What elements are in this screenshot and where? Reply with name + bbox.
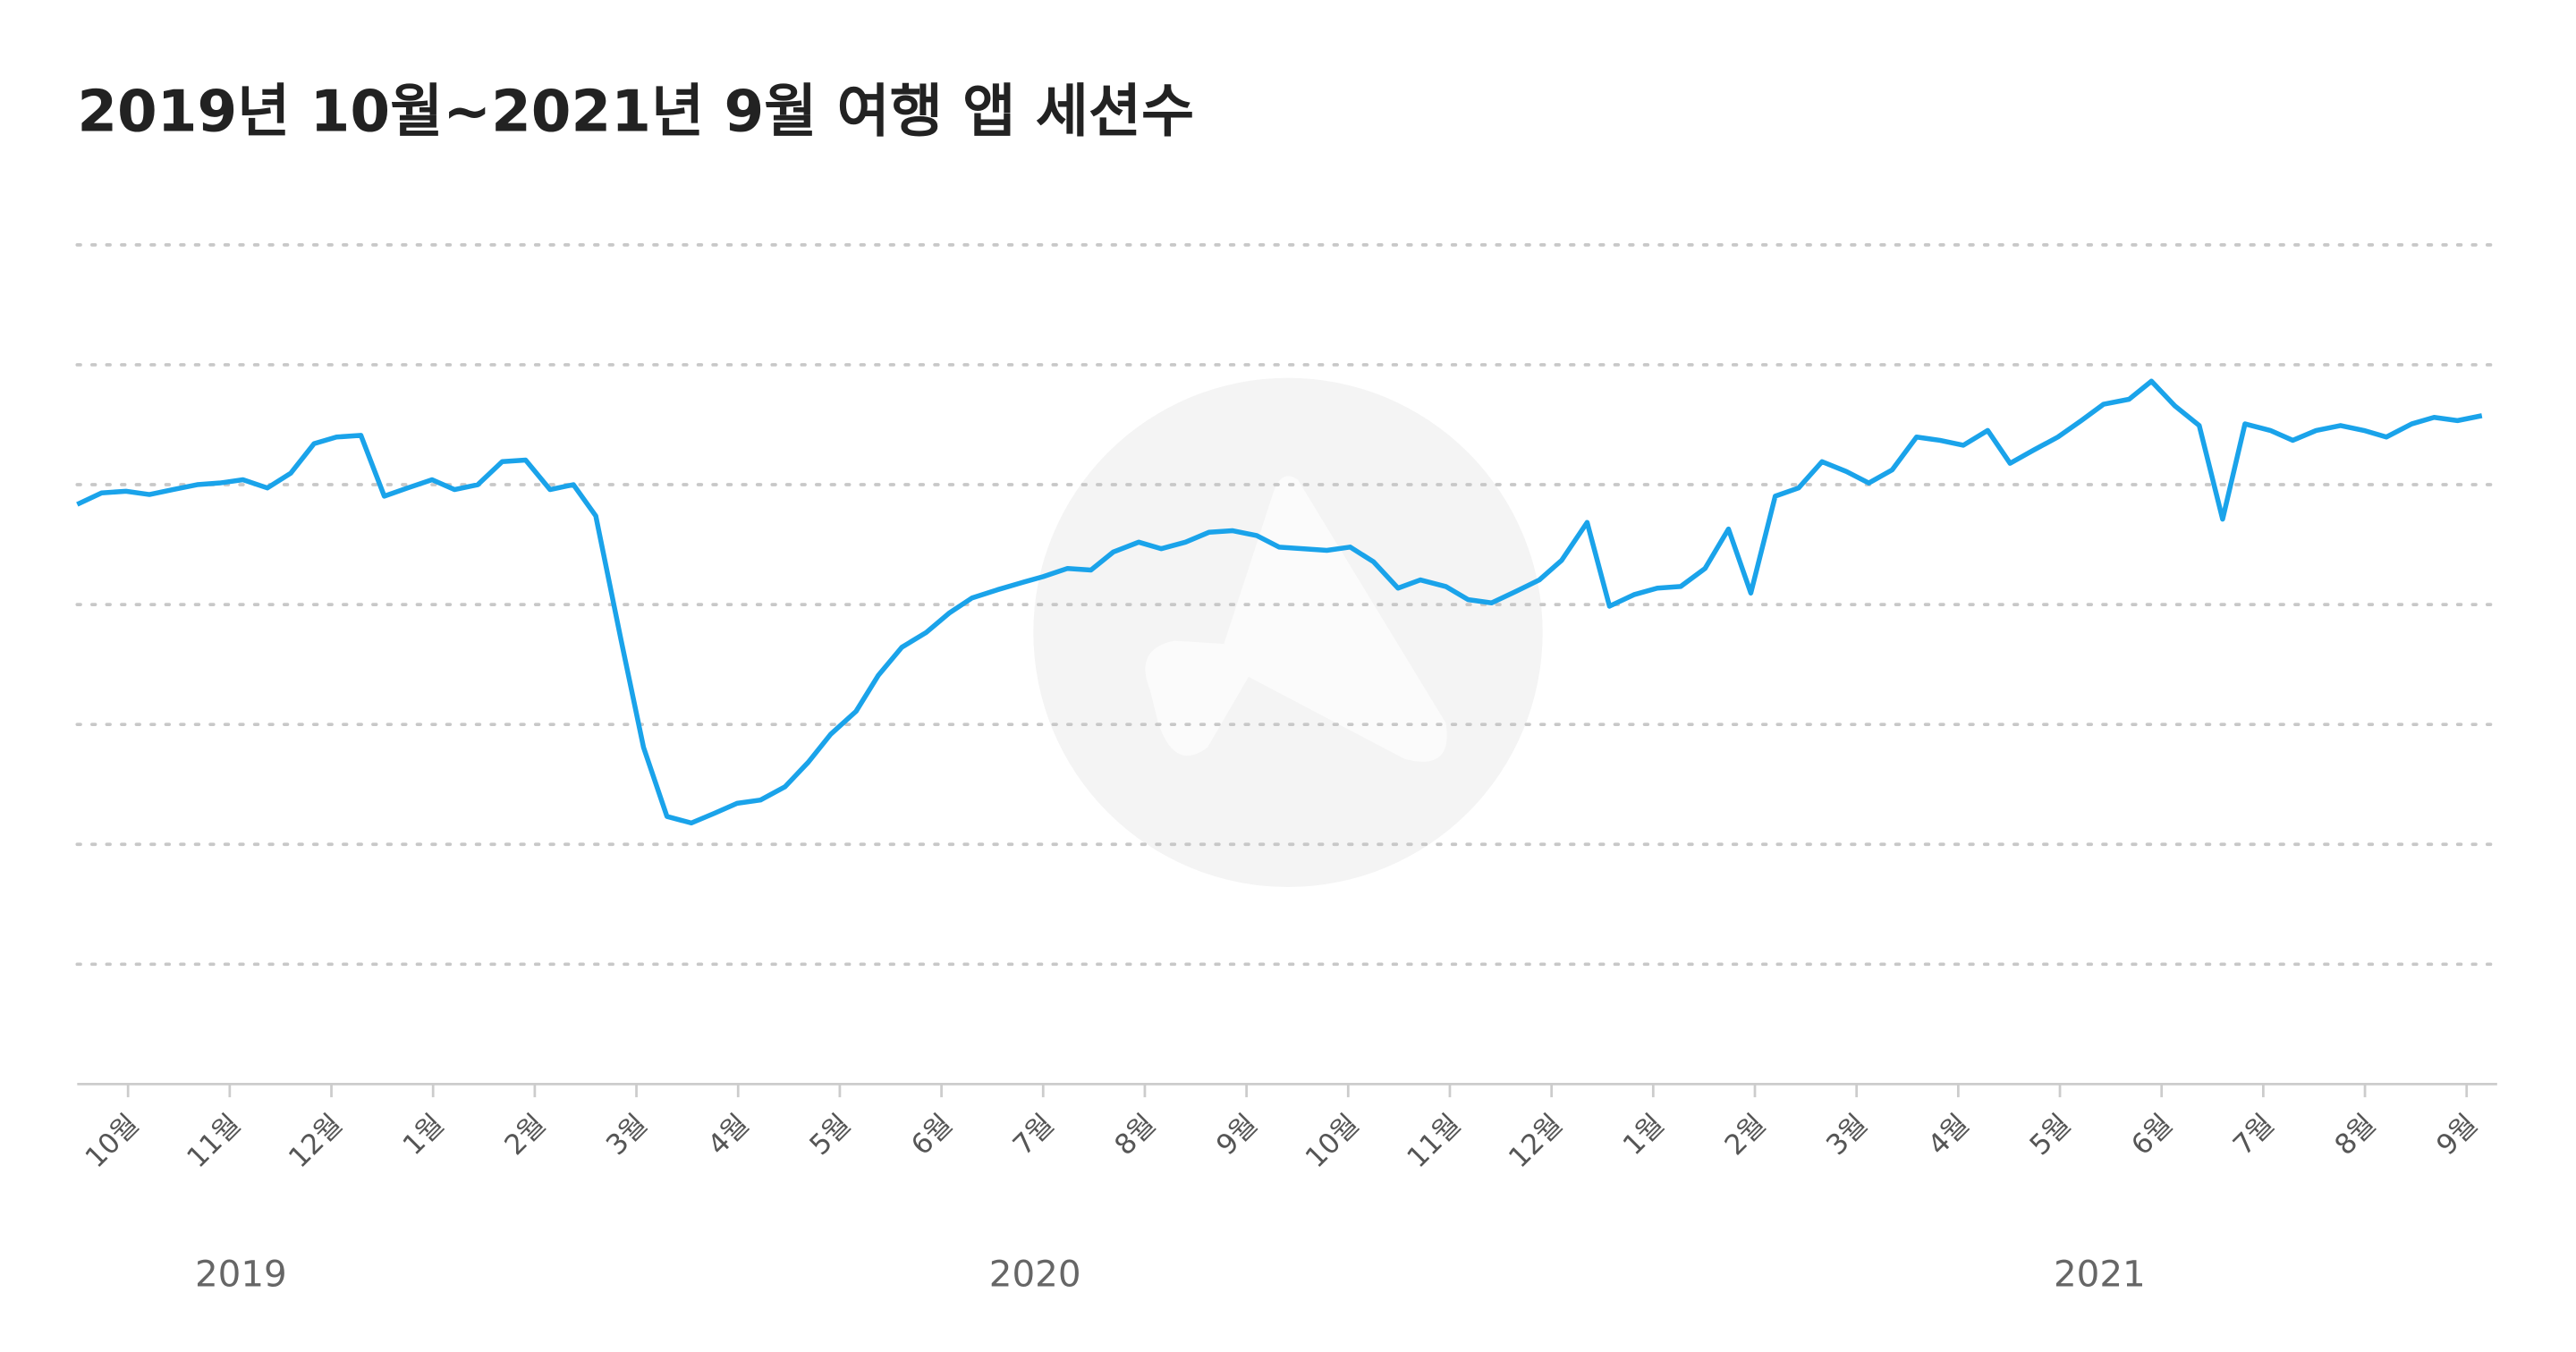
x-tick-label: 12월 (1503, 1108, 1569, 1174)
watermark (1033, 377, 1543, 888)
x-tick-label: 2월 (1719, 1108, 1773, 1162)
x-tick-label: 2월 (498, 1108, 552, 1162)
x-tick-label: 3월 (1820, 1108, 1874, 1162)
x-tick-label: 5월 (803, 1108, 857, 1162)
year-label: 2020 (989, 1252, 1081, 1295)
year-label: 2019 (195, 1252, 287, 1295)
x-tick-label: 8월 (2329, 1108, 2383, 1162)
x-tick-label: 9월 (1210, 1108, 1264, 1162)
x-tick-label: 1월 (397, 1108, 451, 1162)
x-tick-label: 8월 (1108, 1108, 1162, 1162)
x-tick-label: 11월 (1401, 1108, 1467, 1174)
year-label: 2021 (2054, 1252, 2146, 1295)
x-tick-label: 6월 (905, 1108, 959, 1162)
x-tick-label: 5월 (2024, 1108, 2078, 1162)
x-tick-label: 9월 (2430, 1108, 2484, 1162)
x-tick-label: 6월 (2125, 1108, 2179, 1162)
x-tick-label: 1월 (1617, 1108, 1671, 1162)
x-tick-label: 4월 (1922, 1108, 1976, 1162)
x-tick-label: 7월 (2227, 1108, 2281, 1162)
x-tick-label: 10월 (80, 1108, 146, 1174)
x-tick-label: 4월 (702, 1108, 756, 1162)
x-tick-label: 3월 (600, 1108, 654, 1162)
x-tick-label: 7월 (1007, 1108, 1061, 1162)
chart-title: 2019년 10월~2021년 9월 여행 앱 세션수 (77, 78, 1194, 145)
x-tick-label: 12월 (283, 1108, 349, 1174)
data-line (76, 378, 2483, 826)
x-tick-label: 11월 (181, 1108, 247, 1174)
x-tick-label: 10월 (1300, 1108, 1366, 1174)
